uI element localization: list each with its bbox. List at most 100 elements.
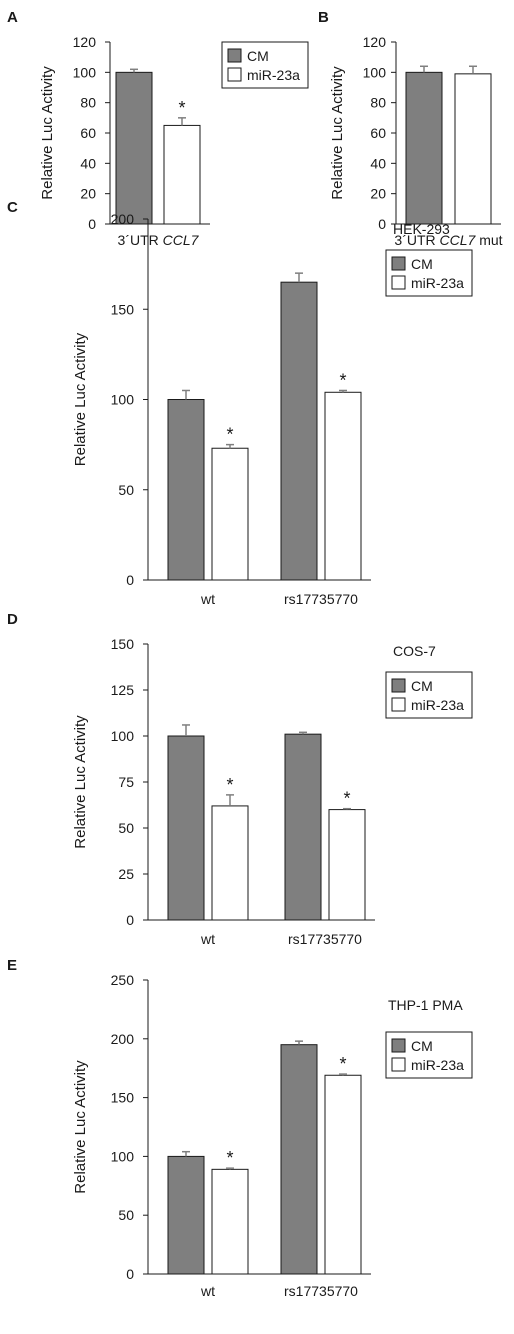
significance-star: * xyxy=(339,1054,346,1074)
x-group-label-part: wt xyxy=(200,1283,215,1299)
condition-label: COS-7 xyxy=(393,643,436,659)
x-group-label-part: mut xyxy=(475,232,502,248)
legend-swatch-mir-23a xyxy=(391,697,406,712)
y-tick-label: 50 xyxy=(118,1207,134,1223)
significance-star: * xyxy=(178,98,185,118)
y-tick-label: 60 xyxy=(80,125,96,141)
x-group-label-part: rs17735770 xyxy=(284,591,358,607)
y-tick-label: 20 xyxy=(80,186,96,202)
significance-star: * xyxy=(226,425,233,445)
bar-cm xyxy=(167,735,205,921)
bar-cm xyxy=(284,733,322,921)
y-tick-label: 100 xyxy=(73,64,97,80)
bar-mir-23a xyxy=(328,809,366,921)
legend-swatch-mir-23a xyxy=(227,67,242,82)
y-tick-label: 0 xyxy=(126,572,134,588)
bar-mir-23a xyxy=(211,447,249,581)
legend-label: CM xyxy=(247,48,269,64)
panel-letter: B xyxy=(318,9,329,26)
bar-cm xyxy=(167,1155,205,1275)
y-tick-label: 250 xyxy=(111,972,135,988)
x-group-label: wt xyxy=(200,591,215,607)
significance-star: * xyxy=(339,370,346,390)
legend-swatch-cm xyxy=(391,1038,406,1053)
legend-label: miR-23a xyxy=(411,275,464,291)
y-tick-label: 150 xyxy=(111,1090,135,1106)
bar-mir-23a xyxy=(324,391,362,581)
bar-mir-23a xyxy=(454,73,492,225)
y-axis-label: Relative Luc Activity xyxy=(72,332,89,466)
x-group-label: wt xyxy=(200,1283,215,1299)
y-tick-label: 100 xyxy=(111,728,135,744)
significance-star: * xyxy=(226,775,233,795)
legend-label: CM xyxy=(411,678,433,694)
y-tick-label: 50 xyxy=(118,820,134,836)
y-tick-label: 0 xyxy=(378,216,386,232)
panel-letter: D xyxy=(7,611,18,628)
y-tick-label: 100 xyxy=(111,1148,135,1164)
x-group-label-part: rs17735770 xyxy=(288,931,362,947)
y-axis-label: Relative Luc Activity xyxy=(39,66,56,200)
y-tick-label: 100 xyxy=(363,64,387,80)
y-tick-label: 120 xyxy=(73,34,97,50)
bar-cm xyxy=(167,399,205,581)
y-tick-label: 120 xyxy=(363,34,387,50)
x-group-label-part: wt xyxy=(200,931,215,947)
y-tick-label: 75 xyxy=(118,774,134,790)
legend-label: CM xyxy=(411,256,433,272)
x-group-label: rs17735770 xyxy=(288,931,362,947)
x-group-label-part: wt xyxy=(200,591,215,607)
x-group-label-part: CCL7 xyxy=(440,232,477,248)
panel-b: B 0 20 40 60 80 100 120 Relative Luc Activity 3´U… xyxy=(318,9,503,248)
x-group-label-part: 3´UTR xyxy=(118,232,163,248)
bar-cm xyxy=(405,71,443,225)
bar-mir-23a xyxy=(324,1074,362,1275)
y-tick-label: 150 xyxy=(111,301,135,317)
y-tick-label: 200 xyxy=(111,1031,135,1047)
condition-label: THP-1 PMA xyxy=(388,997,463,1013)
legend: CM miR-23a xyxy=(385,1031,473,1079)
bar-mir-23a xyxy=(211,1168,249,1275)
y-tick-label: 200 xyxy=(111,211,135,227)
y-tick-label: 0 xyxy=(126,1266,134,1282)
y-tick-label: 80 xyxy=(370,95,386,111)
legend-label: miR-23a xyxy=(247,67,300,83)
x-group-label-part: rs17735770 xyxy=(284,1283,358,1299)
panel-a: A 0 20 40 60 80 100 120 Relative Luc Activity * 3´… xyxy=(7,9,309,248)
y-tick-label: 0 xyxy=(126,912,134,928)
y-tick-label: 0 xyxy=(88,216,96,232)
panel-d: D 0 25 50 75 100 125 150 Relative Luc Activity * w… xyxy=(7,611,473,947)
y-tick-label: 20 xyxy=(370,186,386,202)
bar-mir-23a xyxy=(211,805,249,921)
panel-letter: E xyxy=(7,957,17,974)
legend: CM miR-23a xyxy=(385,671,473,719)
y-tick-label: 150 xyxy=(111,636,135,652)
significance-star: * xyxy=(226,1148,233,1168)
bar-mir-23a xyxy=(163,124,201,225)
panel-letter: C xyxy=(7,199,18,216)
bar-cm xyxy=(280,281,318,581)
y-tick-label: 60 xyxy=(370,125,386,141)
x-group-label: wt xyxy=(200,931,215,947)
legend-label: miR-23a xyxy=(411,1057,464,1073)
panel-c: C 0 50 100 150 200 Relative Luc Activity * wt * rs… xyxy=(7,199,473,607)
x-group-label: rs17735770 xyxy=(284,1283,358,1299)
y-tick-label: 40 xyxy=(80,155,96,171)
legend-swatch-cm xyxy=(227,48,242,63)
legend-swatch-mir-23a xyxy=(391,275,406,290)
legend-swatch-cm xyxy=(391,678,406,693)
y-tick-label: 40 xyxy=(370,155,386,171)
panel-e: E 0 50 100 150 200 250 Relative Luc Activity * wt… xyxy=(7,957,473,1299)
legend-label: miR-23a xyxy=(411,697,464,713)
y-axis-label: Relative Luc Activity xyxy=(72,715,89,849)
panel-letter: A xyxy=(7,9,18,26)
legend-swatch-cm xyxy=(391,256,406,271)
x-group-label: rs17735770 xyxy=(284,591,358,607)
x-group-label: 3´UTR CCL7 xyxy=(118,232,200,248)
legend-label: CM xyxy=(411,1038,433,1054)
x-group-label-part: CCL7 xyxy=(163,232,200,248)
legend-swatch-mir-23a xyxy=(391,1057,406,1072)
x-group-label-part: 3´UTR xyxy=(394,232,439,248)
y-tick-label: 100 xyxy=(111,392,135,408)
